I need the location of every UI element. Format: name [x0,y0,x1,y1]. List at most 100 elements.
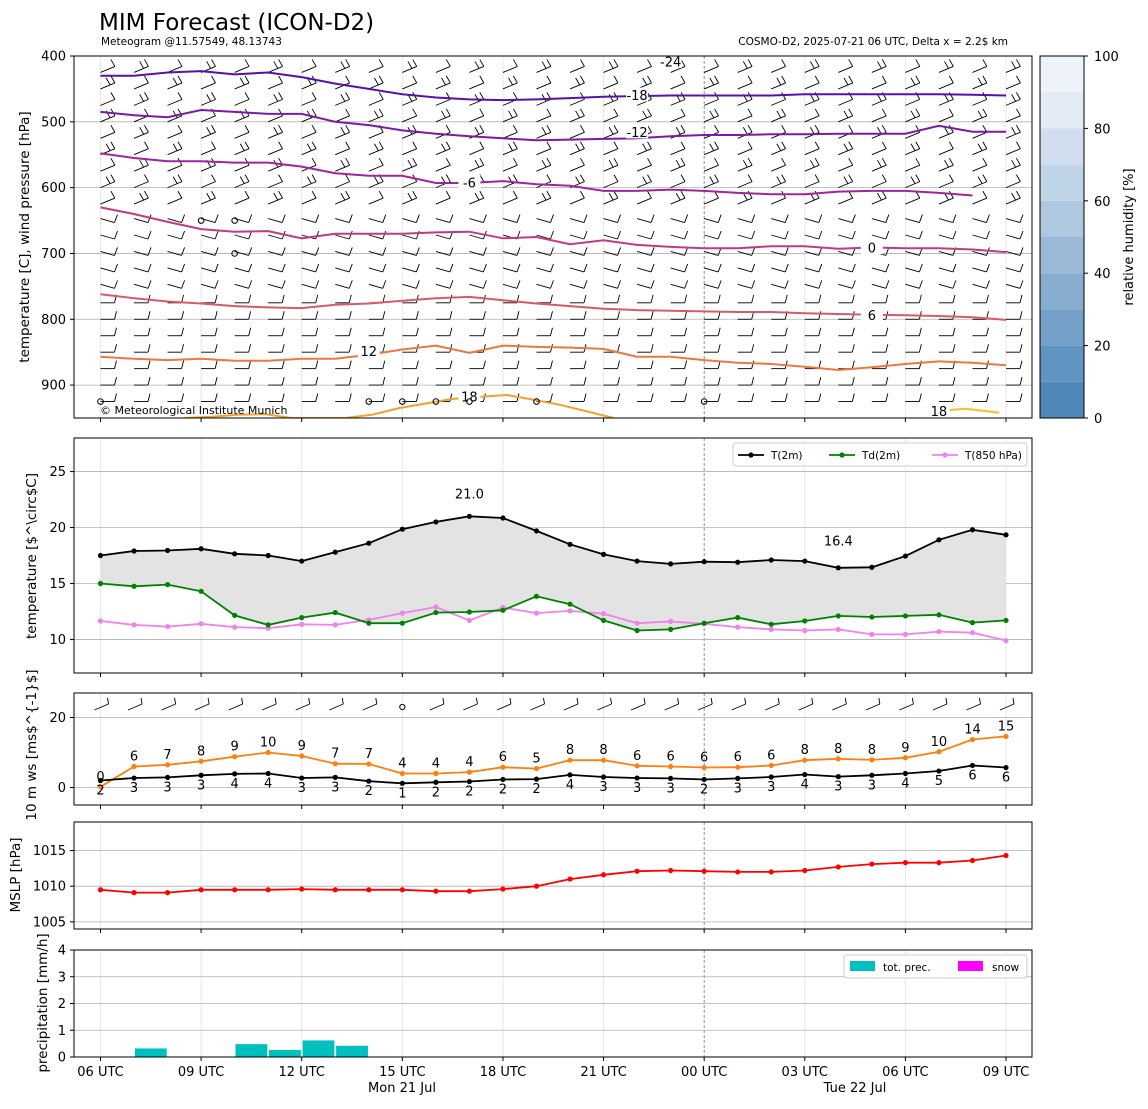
wind-barb [918,376,922,386]
mean-wind-line [100,764,1007,785]
wind-barb [838,66,853,73]
wind-barb [315,376,319,386]
wind-barb [402,251,417,256]
wind-barb [617,393,620,402]
wind-barb [469,234,484,240]
wind-barb [1005,283,1021,289]
wind-barb [133,82,149,90]
wind-barb [181,311,185,320]
wind-barb [938,197,954,205]
wind-barb [177,125,183,133]
wind-barb [445,59,451,67]
wind-barb [435,197,451,205]
isotherm-line [100,206,1007,254]
wind-barb [608,127,614,135]
wind-barb [114,263,118,273]
wind-barb [516,263,521,273]
wind-barb [714,174,719,182]
wind-barb [200,181,216,189]
wind-barb [871,56,874,57]
wind-barb [771,66,786,73]
contour-label-bg [659,53,682,68]
wind-barb [368,66,384,73]
wind-barb [474,159,480,168]
wind-barb [144,141,149,149]
x-tick-label: 03 UTC [782,1065,828,1080]
wind-barb [445,108,451,117]
wind-barb [972,197,988,205]
colorbar-tick-label: 20 [1094,340,1111,355]
wind-barb [1016,190,1021,199]
wind-barb [315,247,320,256]
wind-barb [167,56,169,57]
wind-barb [446,43,450,50]
wind-barb [642,143,648,151]
wind-barb [603,82,619,90]
wind-barb [881,108,887,117]
wind-barb [881,59,887,67]
wind-barb [114,247,118,256]
wind-barb [905,283,920,289]
wind-barb [382,344,386,353]
wind-barb [703,197,719,205]
contour-label: 18 [931,405,948,420]
wind-barb [569,251,585,256]
wind-barb [449,263,454,273]
wind-barb [105,77,111,86]
wind-barb [211,75,216,84]
wind-barb [402,98,417,106]
t2m-line-marker [1003,532,1009,538]
wind-barb [368,98,384,106]
surface-wind-barb [811,697,814,705]
wind-barb [378,92,384,100]
mean-value-label: 3 [868,778,876,793]
wind-barb [445,174,451,182]
wind-barb [784,393,788,402]
wind-barb [952,393,956,402]
wind-barb [1016,141,1021,149]
figure-title: MIM Forecast (ICON-D2) [99,10,374,36]
mean-value-label: 2 [96,784,104,799]
wind-barb [684,247,689,256]
wind-barb [348,263,353,273]
wind-barb [278,75,283,84]
surface-wind-barb [228,703,243,711]
mslp-ylabel: MSLP [hPa] [8,837,24,912]
wind-barb [301,131,317,139]
gust-line-marker [265,749,271,756]
mslp-line-marker [600,872,607,878]
wind-barb [575,143,581,151]
td2m-line-marker [701,620,707,626]
wind-barb [986,230,990,240]
wind-barb [301,98,317,106]
wind-barb [938,98,954,106]
wind-barb [972,283,987,289]
wind-barb [402,283,417,289]
wind-barb [335,66,350,73]
wind-barb [982,157,988,166]
y-tick-label: 3 [58,970,66,985]
wind-barb [784,230,789,240]
wind-barb [918,393,922,402]
wind-barb [670,115,686,123]
gust-line-marker [533,766,540,772]
wind-barb [278,125,283,133]
wind-barb [1005,251,1021,256]
wind-barb [340,94,346,102]
wind-barb [603,131,619,139]
wind-barb [516,247,521,256]
wind-barb [335,148,350,156]
x-tick-label: 15 UTC [379,1065,425,1080]
wind-barb [315,327,319,336]
contour-label-bg [927,403,950,418]
wind-barb [550,376,553,386]
wind-barb [848,75,854,84]
wind-barb [382,247,387,256]
wind-barb [348,327,352,336]
wind-barb [1005,98,1021,106]
wind-barb [100,82,116,90]
wind-barb [139,192,145,201]
wind-barb [838,98,853,106]
wind-barb [885,376,889,386]
wind-barb [948,174,954,182]
